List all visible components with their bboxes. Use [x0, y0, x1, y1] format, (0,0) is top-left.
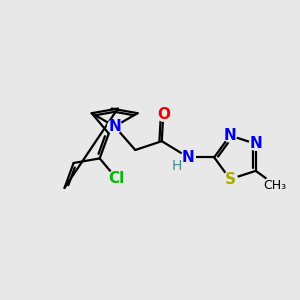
Circle shape — [223, 172, 237, 187]
Text: N: N — [249, 136, 262, 152]
Text: S: S — [225, 172, 236, 187]
Text: O: O — [157, 107, 170, 122]
Text: Cl: Cl — [109, 171, 125, 186]
Circle shape — [224, 129, 236, 142]
Circle shape — [108, 119, 122, 134]
Text: N: N — [224, 128, 236, 143]
Circle shape — [265, 175, 286, 195]
Circle shape — [157, 108, 170, 121]
Text: N: N — [182, 150, 195, 165]
Text: H: H — [172, 159, 182, 172]
Circle shape — [181, 150, 195, 164]
Text: N: N — [108, 119, 121, 134]
Circle shape — [249, 137, 262, 150]
Circle shape — [108, 170, 126, 188]
Text: CH₃: CH₃ — [264, 178, 287, 192]
